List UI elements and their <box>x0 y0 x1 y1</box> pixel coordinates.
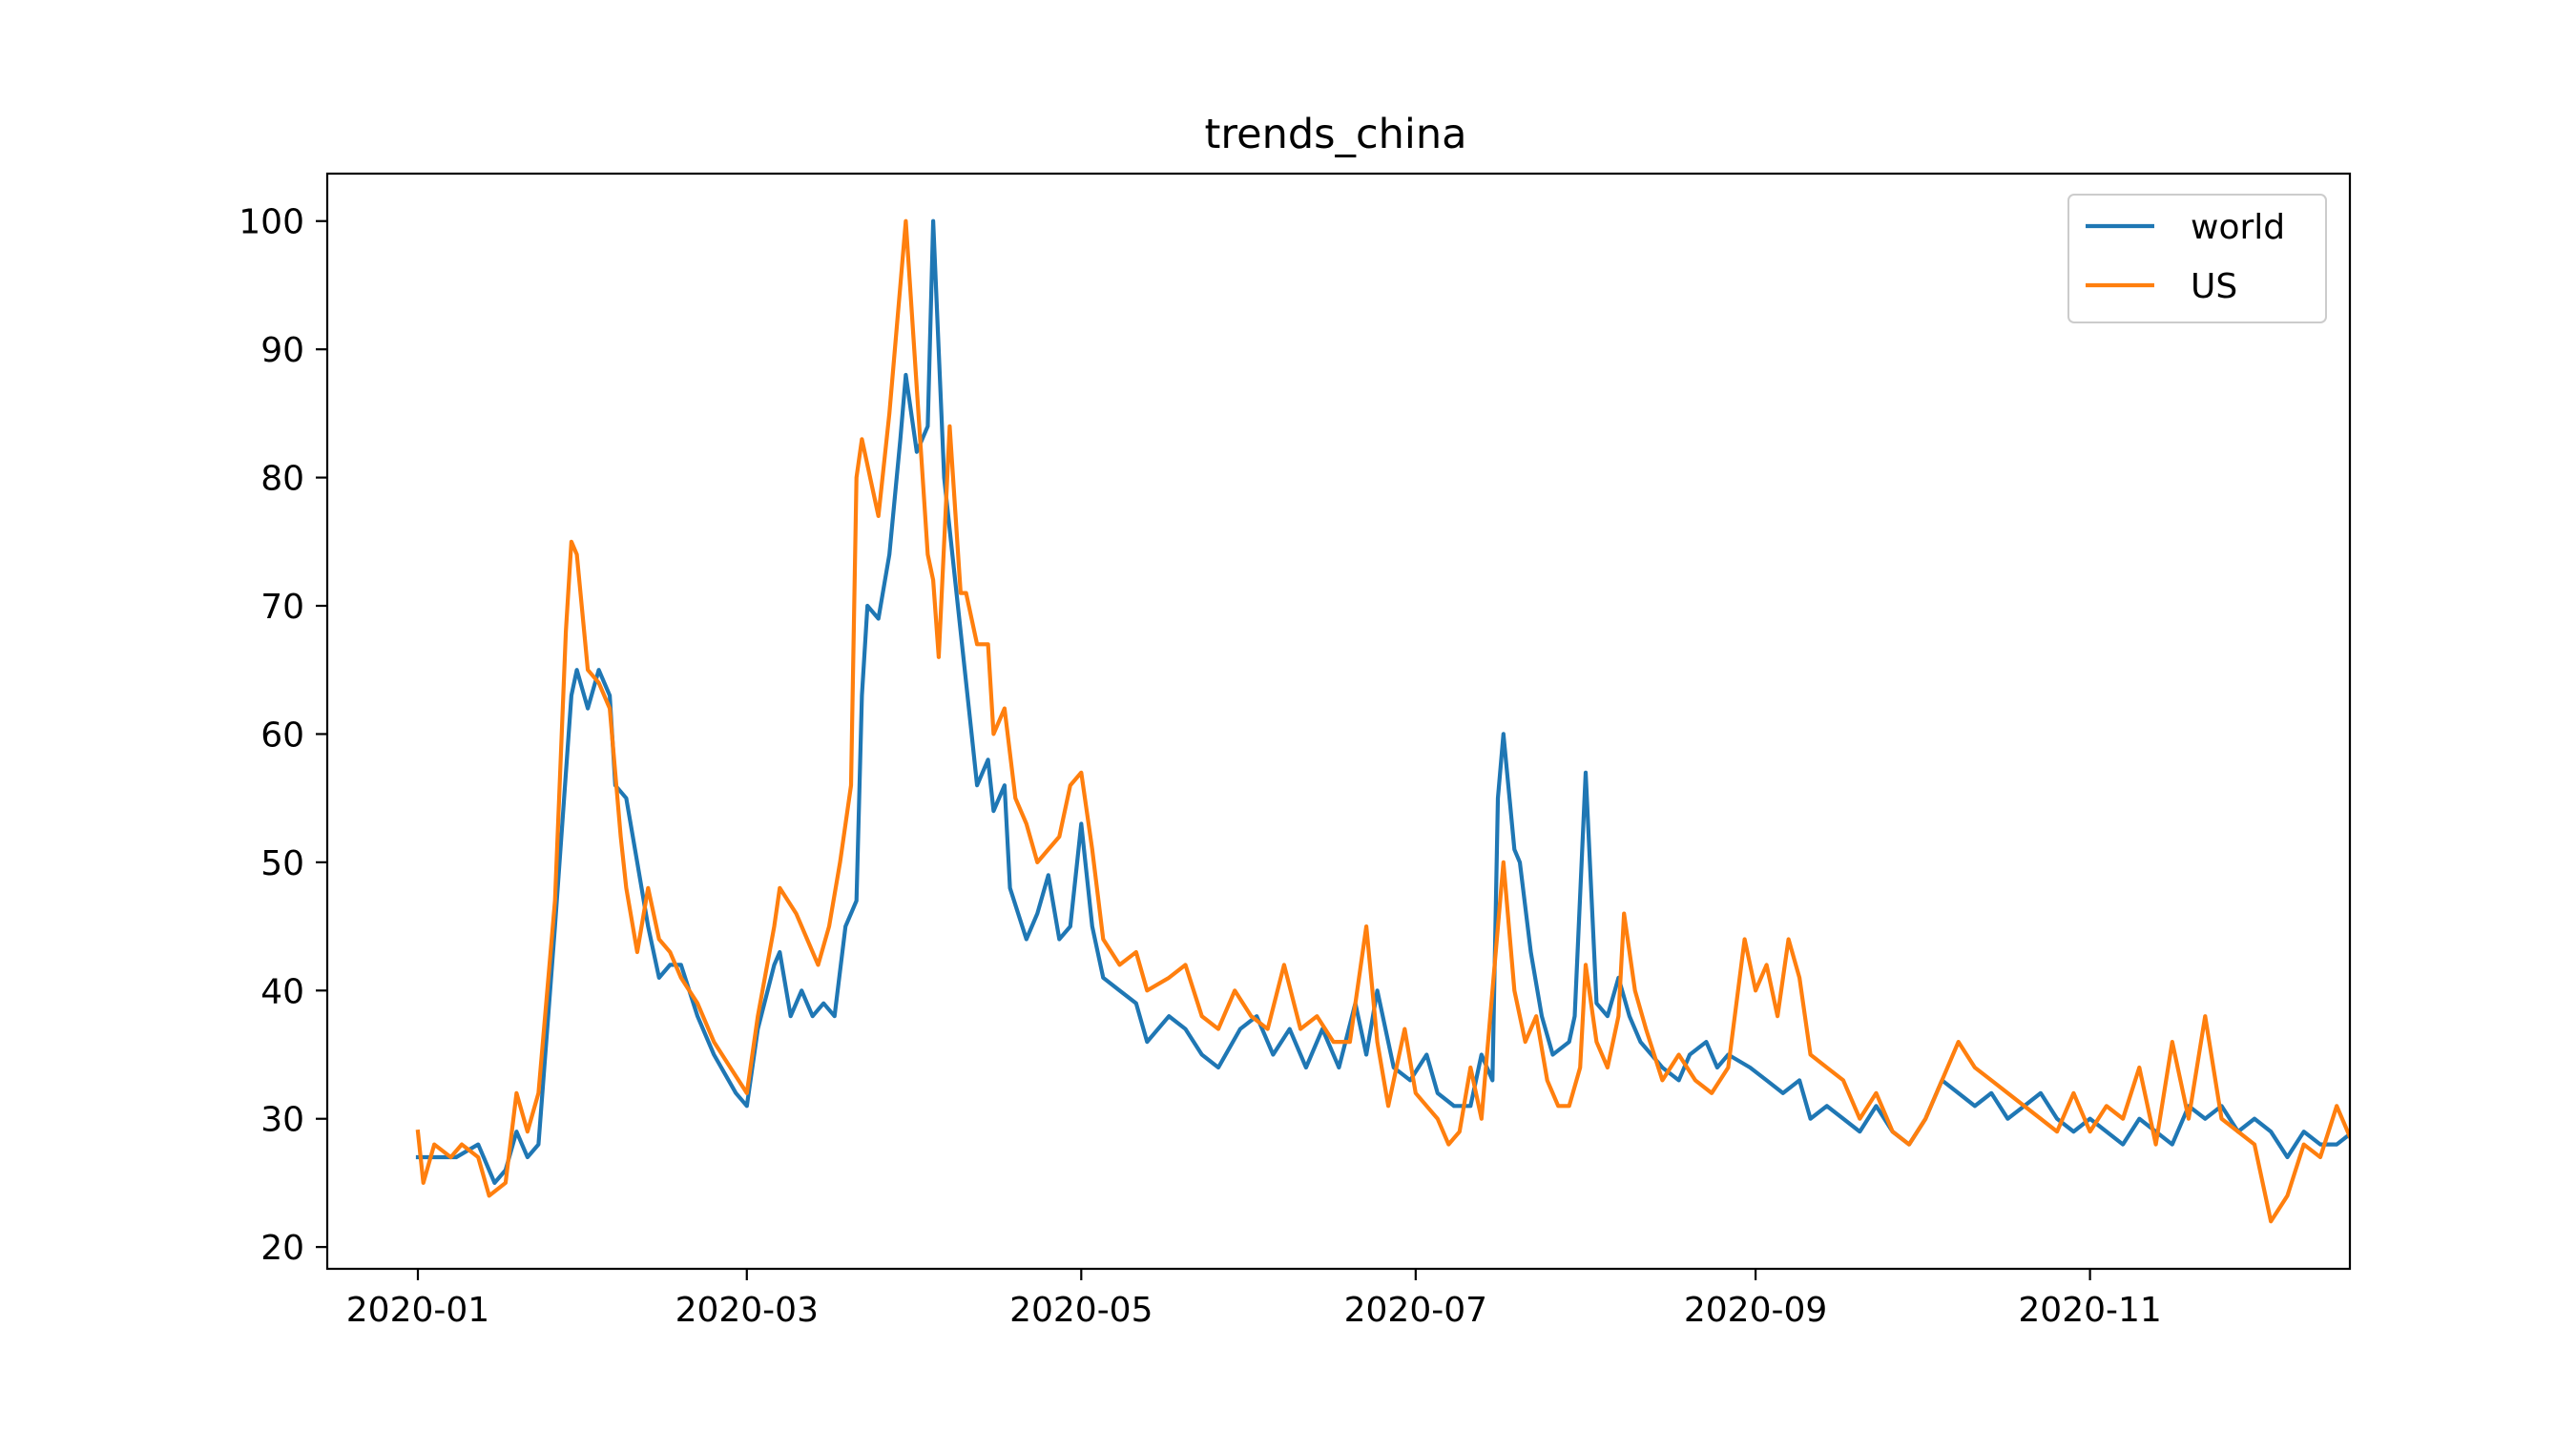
x-tick-label: 2020-05 <box>1009 1291 1153 1330</box>
legend-label-world: world <box>2191 208 2285 247</box>
x-tick-label: 2020-07 <box>1344 1291 1487 1330</box>
legend: world US <box>2067 194 2327 323</box>
y-tick-label: 100 <box>239 203 304 242</box>
legend-label-us: US <box>2191 267 2237 306</box>
y-tick-label: 40 <box>260 972 304 1011</box>
x-tick-label: 2020-01 <box>346 1291 489 1330</box>
x-tick-label: 2020-09 <box>1684 1291 1827 1330</box>
series-line-us <box>415 218 2350 1224</box>
y-tick-label: 30 <box>260 1101 304 1140</box>
x-tick-label: 2020-11 <box>2018 1291 2161 1330</box>
chart-title: trends_china <box>1205 111 1467 158</box>
series-line-world <box>415 218 2350 1185</box>
axes-layer: 20 30 40 50 60 70 80 90 100 2020-01 2020-03 2020-05… <box>239 172 2352 1330</box>
y-tick-label: 60 <box>260 716 304 755</box>
x-tick-label: 2020-03 <box>675 1291 819 1330</box>
plot-frame <box>325 172 2352 1271</box>
y-tick-label: 90 <box>260 331 304 370</box>
y-tick-label: 50 <box>260 844 304 883</box>
y-tick-label: 20 <box>260 1229 304 1268</box>
y-tick-label: 80 <box>260 460 304 499</box>
y-tick-label: 70 <box>260 588 304 627</box>
series-layer <box>415 218 2350 1224</box>
